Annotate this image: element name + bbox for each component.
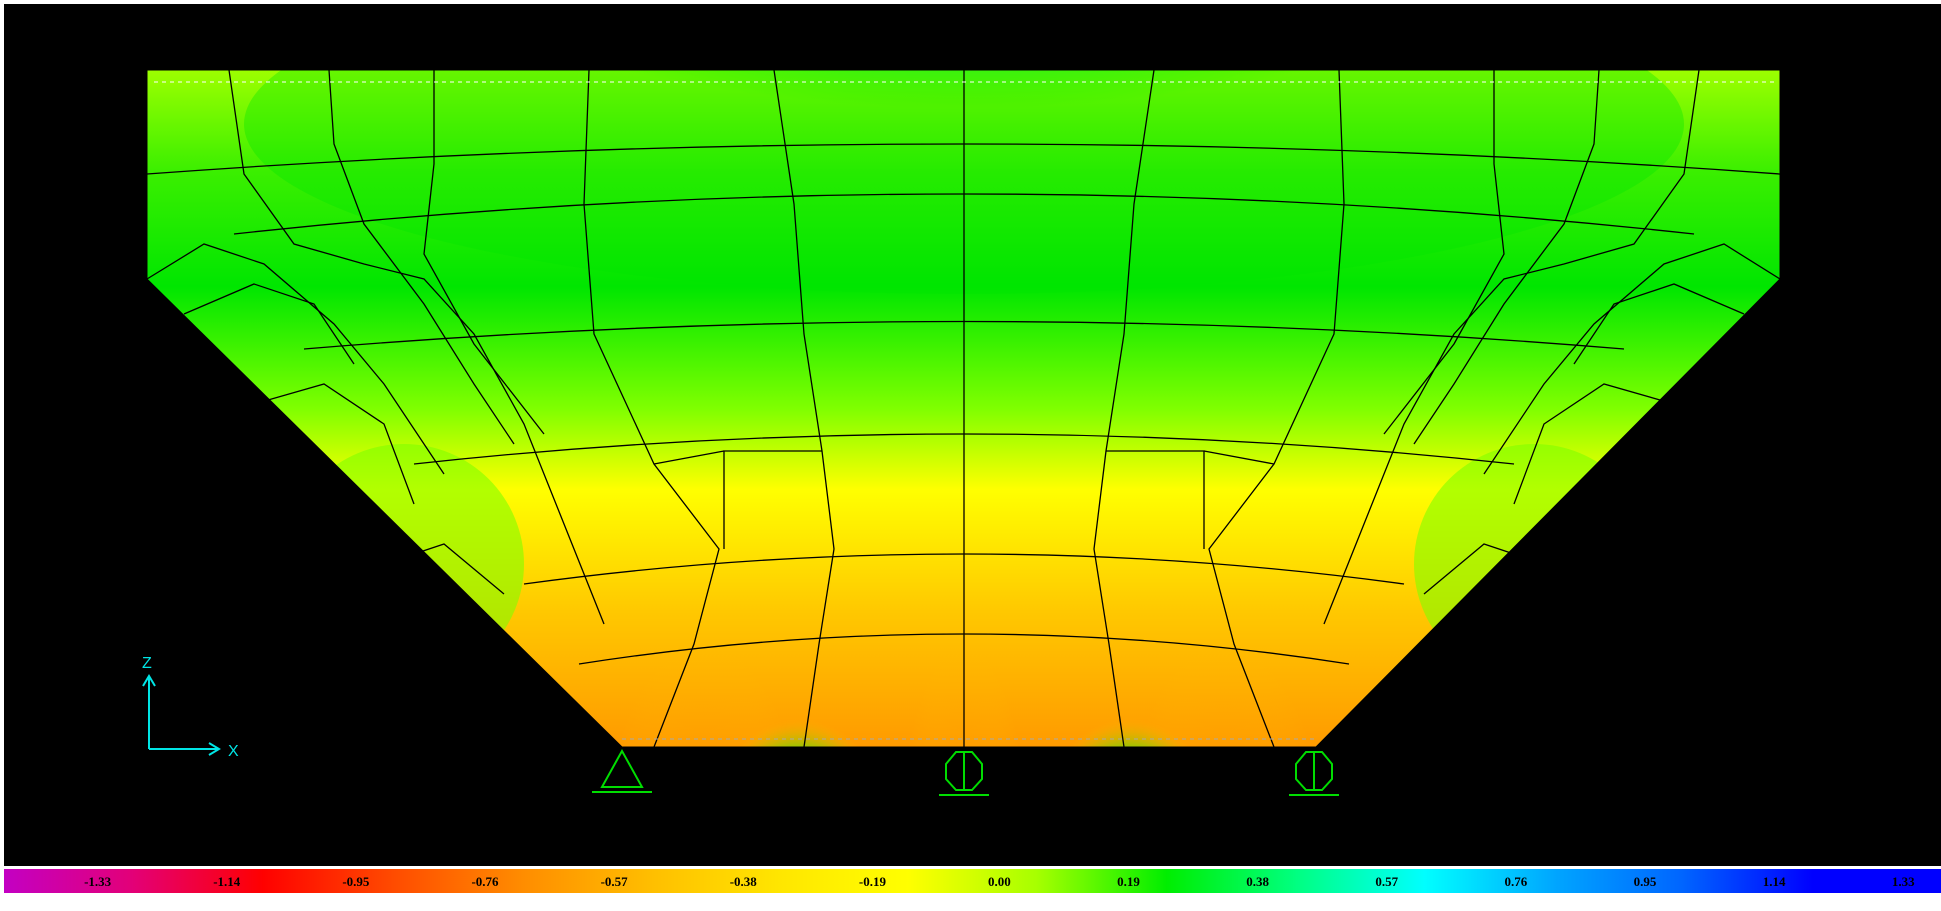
legend-value-label: -0.76: [471, 874, 499, 889]
mesh-line: [1573, 283, 1745, 365]
legend-color-swatch: [520, 869, 651, 893]
mesh-line: [1483, 243, 1781, 475]
legend-value-label: 0.57: [1375, 874, 1399, 889]
stress-contour-plot: Z X: [142, 69, 1781, 796]
legend-color-swatch: [1424, 869, 1555, 893]
legend-color-swatch: [1166, 869, 1297, 893]
roller-support-icon: [1289, 751, 1339, 796]
mesh-line: [146, 243, 445, 475]
pin-support-icon: [592, 748, 652, 793]
mesh-line: [183, 283, 355, 365]
mesh-line: [653, 450, 1275, 465]
legend-value-label: 1.33: [1891, 874, 1915, 889]
legend-value-label: -0.19: [858, 874, 886, 889]
mesh-line: [1513, 383, 1675, 505]
legend-color-swatch: [1811, 869, 1941, 893]
z-axis-label: Z: [142, 655, 152, 672]
contour-legend-bar: -1.33 -1.14 -0.95 -0.76 -0.57 -0.38 -0.19 0.00 0…: [4, 869, 1941, 893]
legend-value-label: 0.76: [1504, 874, 1528, 889]
mesh-line: [1323, 69, 1700, 625]
mesh-line: [423, 70, 545, 435]
x-arrow-icon: [208, 742, 221, 756]
mesh-line: [253, 383, 415, 505]
legend-color-swatch: [262, 869, 393, 893]
legend-color-swatch: [4, 869, 135, 893]
mesh-line: [228, 69, 605, 625]
legend-color-swatch: [391, 869, 522, 893]
legend-value-label: -1.33: [84, 874, 112, 889]
model-view-canvas[interactable]: Z X: [4, 4, 1941, 866]
finite-element-mesh: [146, 69, 1781, 748]
mesh-line: [328, 69, 515, 445]
z-arrow-icon: [142, 674, 156, 687]
legend-value-label: -1.14: [213, 874, 241, 889]
legend-color-swatch: [649, 869, 780, 893]
legend-color-swatch: [907, 869, 1039, 893]
legend-color-swatch: [1553, 869, 1684, 893]
x-axis-label: X: [228, 743, 239, 760]
legend-value-label: 0.95: [1633, 874, 1657, 889]
legend-value-label: 0.00: [987, 874, 1011, 889]
mesh-line: [1383, 70, 1505, 435]
legend-color-swatch: [1682, 869, 1813, 893]
legend-color-swatch: [1295, 869, 1426, 893]
legend-value-label: 0.19: [1117, 874, 1140, 889]
legend-value-label: 1.14: [1762, 874, 1786, 889]
legend-color-swatch: [133, 869, 264, 893]
legend-value-label: 0.38: [1246, 874, 1269, 889]
mesh-line: [383, 543, 505, 595]
legend-value-label: -0.95: [342, 874, 370, 889]
mesh-line: [1413, 69, 1600, 445]
mesh-line: [1423, 543, 1545, 595]
structure-outline: [146, 69, 1781, 748]
legend-color-swatch: [1037, 869, 1168, 893]
bottom-strip: [0, 893, 1941, 911]
roller-support-icon: [939, 751, 989, 796]
legend-value-label: -0.57: [600, 874, 628, 889]
legend-value-label: -0.38: [729, 874, 757, 889]
legend-color-swatch: [778, 869, 909, 893]
axis-triad: Z X: [142, 655, 239, 760]
